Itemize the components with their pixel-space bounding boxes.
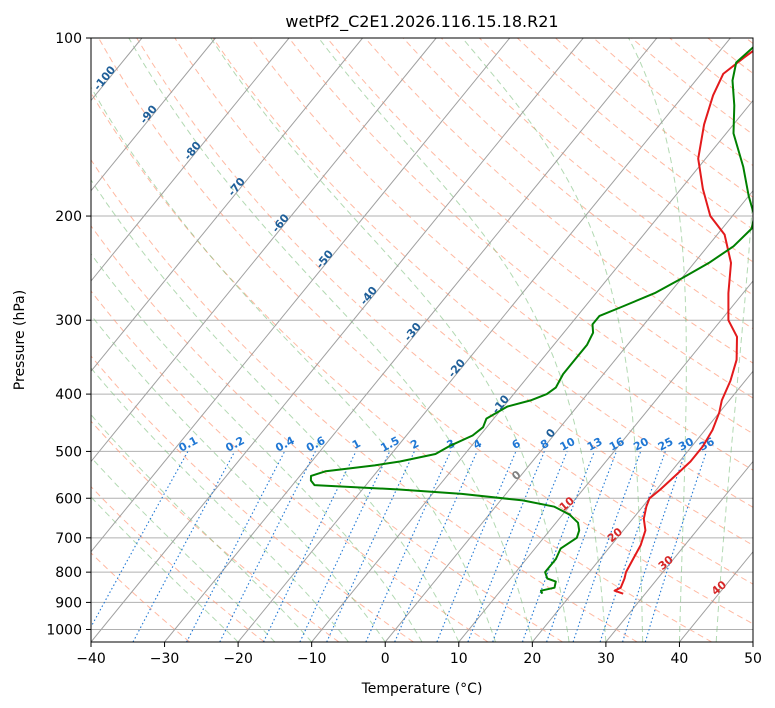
isotherm-line bbox=[91, 38, 290, 282]
dry-adiabat-line bbox=[288, 38, 753, 435]
isotherm-line bbox=[237, 38, 731, 642]
isotherm-line bbox=[384, 189, 753, 642]
y-tick-label: 200 bbox=[55, 209, 82, 225]
dry-adiabat-line bbox=[250, 38, 753, 471]
isotherm-line bbox=[91, 38, 584, 642]
dry-adiabat-line bbox=[91, 225, 563, 642]
isotherm-line bbox=[311, 99, 753, 642]
x-tick-label: −40 bbox=[76, 651, 106, 667]
x-tick-label: −10 bbox=[297, 651, 327, 667]
y-tick-label: 900 bbox=[55, 595, 82, 611]
isotherm-line bbox=[605, 460, 753, 642]
dry-adiabat-line bbox=[174, 38, 753, 546]
mixing-ratio-label: 20 bbox=[631, 435, 651, 454]
dry-adiabat-line bbox=[91, 158, 638, 642]
dry-adiabat-line bbox=[440, 38, 753, 296]
series-layer bbox=[309, 46, 753, 595]
mixing-ratio-line bbox=[644, 451, 708, 642]
mixing-ratio-line bbox=[467, 451, 545, 642]
dry-adiabat-line bbox=[326, 38, 753, 399]
moist-adiabat-line bbox=[461, 38, 644, 642]
mixing-ratio-line bbox=[436, 451, 517, 642]
mixing-ratio-line bbox=[572, 451, 642, 642]
mixing-ratio-label: 13 bbox=[585, 435, 605, 454]
isotherm-line bbox=[91, 38, 511, 553]
dewpoint-profile-line bbox=[309, 46, 753, 595]
x-tick-label: 40 bbox=[671, 651, 689, 667]
moist-adiabat-line bbox=[715, 183, 753, 642]
y-tick-label: 800 bbox=[55, 565, 82, 581]
plot-frame bbox=[90, 37, 754, 643]
dry-adiabat-line bbox=[91, 290, 489, 642]
dry-adiabat-line bbox=[91, 485, 265, 642]
mixing-ratio-line bbox=[91, 451, 189, 629]
mixing-ratio-label: 25 bbox=[656, 435, 676, 454]
y-tick-label: 100 bbox=[55, 31, 82, 47]
x-axis: −40 −30 −20 −10 0 10 20 30 40 50 bbox=[76, 642, 762, 667]
dry-adiabat-line bbox=[98, 38, 753, 625]
moist-adiabat-line bbox=[628, 38, 687, 642]
x-tick-label: 0 bbox=[381, 651, 390, 667]
mixing-ratio-line bbox=[521, 451, 595, 642]
x-tick-label: −30 bbox=[150, 651, 180, 667]
dry-adiabat-line bbox=[136, 38, 753, 585]
mixing-ratio-line bbox=[219, 451, 316, 642]
chart-title: wetPf2_C2E1.2026.116.15.18.R21 bbox=[285, 12, 558, 32]
isotherm-line bbox=[91, 38, 437, 463]
mixing-ratio-line bbox=[492, 451, 568, 642]
x-tick-label: 50 bbox=[744, 651, 762, 667]
mixing-ratio-line bbox=[394, 451, 478, 642]
mixing-ratio-label: 16 bbox=[607, 435, 627, 454]
mixing-ratio-label: 36 bbox=[697, 435, 717, 454]
moist-adiabat-line bbox=[91, 314, 386, 642]
y-tick-label: 500 bbox=[55, 444, 82, 460]
mixing-ratio-line bbox=[546, 451, 618, 642]
dry-adiabat-line bbox=[91, 91, 713, 642]
mixing-ratio-line bbox=[622, 451, 687, 642]
y-tick-label: 600 bbox=[55, 491, 82, 507]
isotherm-line bbox=[531, 370, 753, 642]
mixing-ratio-label: 10 bbox=[558, 435, 578, 454]
moist-adiabat-line bbox=[318, 38, 607, 642]
y-axis-label: Pressure (hPa) bbox=[12, 290, 28, 390]
dry-adiabat-line bbox=[212, 38, 753, 508]
dry-adiabat-line bbox=[91, 552, 191, 642]
moist-adiabat-line bbox=[128, 38, 533, 642]
isotherm-line bbox=[458, 280, 753, 642]
x-tick-label: −20 bbox=[223, 651, 253, 667]
isotherm-line bbox=[91, 38, 216, 192]
moist-adiabat-line bbox=[91, 86, 497, 642]
mixing-ratio-line bbox=[365, 451, 452, 642]
isotherm-line bbox=[91, 38, 363, 373]
y-axis: 100 200 300 400 500 600 700 800 900 1000 bbox=[46, 31, 91, 638]
isotherm-line bbox=[164, 38, 658, 642]
temperature-profile-line bbox=[613, 49, 753, 595]
moist-adiabat-line bbox=[210, 38, 570, 642]
y-tick-label: 1000 bbox=[46, 622, 82, 638]
x-axis-label: Temperature (°C) bbox=[361, 681, 483, 697]
mixing-ratio-line bbox=[132, 451, 236, 642]
x-tick-label: 20 bbox=[523, 651, 541, 667]
y-tick-label: 300 bbox=[55, 313, 82, 329]
mixing-ratio-line bbox=[599, 451, 666, 642]
x-tick-label: 10 bbox=[450, 651, 468, 667]
moist-adiabat-line bbox=[91, 367, 349, 642]
x-tick-label: 30 bbox=[597, 651, 615, 667]
background-lines bbox=[91, 38, 753, 642]
y-tick-label: 400 bbox=[55, 387, 82, 403]
dry-adiabat-line bbox=[91, 420, 340, 642]
mixing-ratio-label: 30 bbox=[676, 435, 696, 454]
moist-adiabat-line bbox=[91, 496, 239, 642]
y-tick-label: 700 bbox=[55, 531, 82, 547]
